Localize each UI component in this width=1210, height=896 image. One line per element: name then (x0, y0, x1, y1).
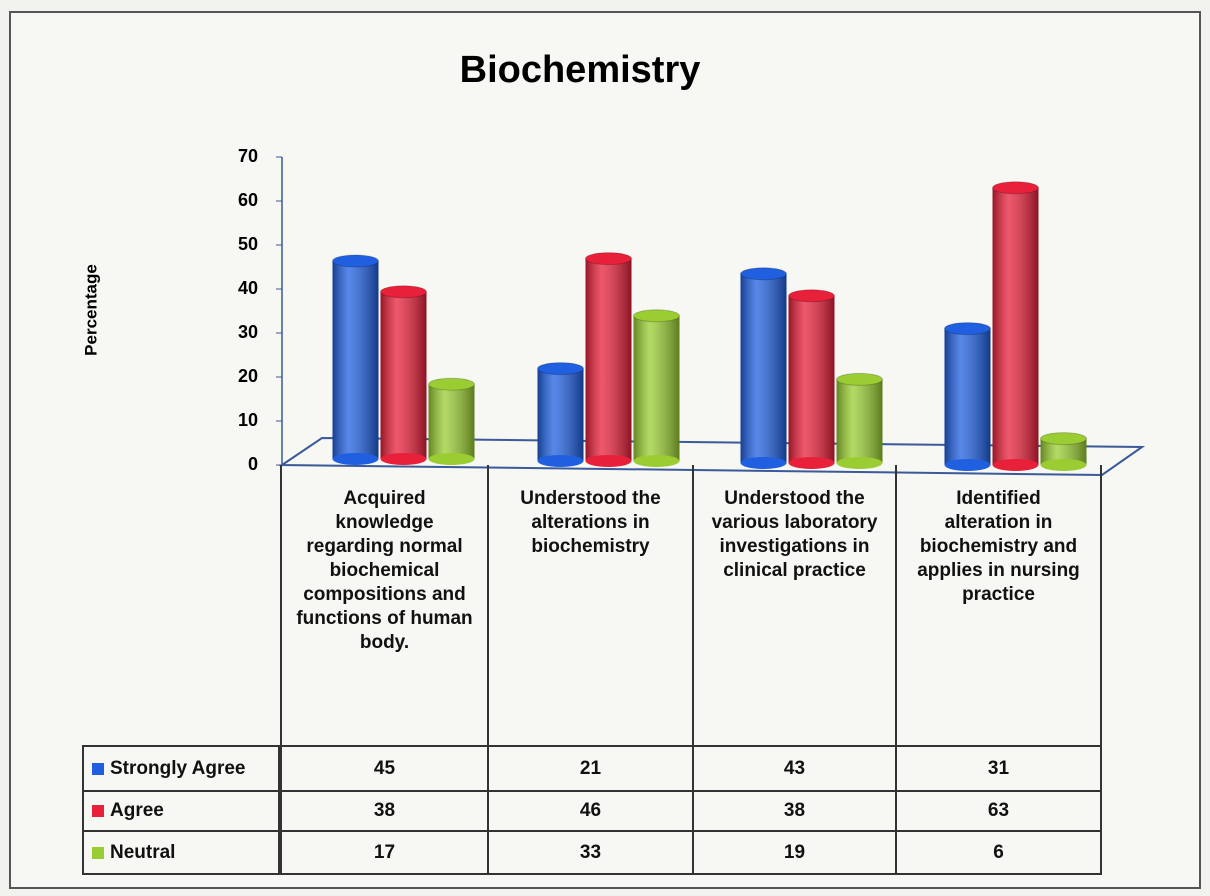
legend-item: Agree (82, 790, 280, 830)
category-label: Acquired knowledge regarding normal bioc… (280, 465, 487, 745)
bar-base (428, 453, 475, 465)
bar-shade (992, 187, 1039, 466)
table-value: 33 (487, 830, 692, 875)
bar-cap (585, 252, 632, 266)
category-label: Understood the alterations in biochemist… (487, 465, 692, 745)
y-tick-label: 40 (238, 278, 258, 298)
table-value: 46 (487, 790, 692, 830)
bar-base (740, 457, 787, 469)
table-value: 6 (895, 830, 1102, 875)
bar-base (332, 453, 379, 465)
table-value: 19 (692, 830, 895, 875)
y-tick-label: 50 (238, 234, 258, 254)
y-tick-label: 60 (238, 190, 258, 210)
bar-cap (537, 362, 584, 376)
y-tick-label: 20 (238, 366, 258, 386)
bar-base (633, 455, 680, 467)
bar-base (380, 453, 427, 465)
bar-shade (944, 328, 991, 465)
bar-cap (944, 322, 991, 336)
legend-label: Neutral (110, 841, 176, 863)
table-value: 17 (280, 830, 487, 875)
legend-label: Agree (110, 800, 164, 821)
bar-cap (633, 309, 680, 323)
y-axis-label: Percentage (81, 264, 100, 356)
y-tick-label: 70 (238, 146, 258, 166)
bar-shade (537, 368, 584, 461)
y-tick-label: 0 (248, 454, 258, 474)
bar-base (836, 457, 883, 469)
bar-base (944, 459, 991, 471)
bar-cap (788, 289, 835, 303)
bar-shade (585, 258, 632, 461)
table-value: 45 (280, 745, 487, 790)
bar-base (1040, 459, 1087, 471)
category-label: Understood the various laboratory invest… (692, 465, 895, 745)
category-label: Identified alteration in biochemistry an… (895, 465, 1102, 745)
bar-shade (332, 261, 379, 459)
bar-base (992, 459, 1039, 471)
bar-cap (332, 254, 379, 268)
bar-base (788, 457, 835, 469)
bar-shade (380, 291, 427, 459)
legend-label: Strongly Agree (110, 757, 246, 779)
y-tick-label: 30 (238, 322, 258, 342)
bar-shade (788, 295, 835, 463)
bar-cap (992, 181, 1039, 195)
bar-cap (1040, 432, 1087, 446)
legend-item: Neutral (82, 830, 280, 875)
table-value: 21 (487, 745, 692, 790)
bar-shade (633, 315, 680, 461)
chart-title: Biochemistry (460, 49, 701, 91)
legend-swatch (92, 762, 104, 775)
table-value: 63 (895, 790, 1102, 830)
table-value: 38 (692, 790, 895, 830)
bar-base (537, 455, 584, 467)
legend-item: Strongly Agree (82, 745, 280, 790)
table-value: 38 (280, 790, 487, 830)
bar-shade (740, 273, 787, 463)
bar-cap (740, 267, 787, 281)
legend-swatch (92, 805, 104, 817)
floor (278, 436, 1146, 477)
y-tick-label: 10 (238, 410, 258, 430)
bar-shade (836, 379, 883, 463)
bar-cap (836, 372, 883, 386)
table-value: 43 (692, 745, 895, 790)
bar-cap (428, 377, 475, 391)
legend-swatch (92, 846, 104, 859)
bar-shade (428, 384, 475, 459)
table-value: 31 (895, 745, 1102, 790)
bar-base (585, 455, 632, 467)
bar-cap (380, 285, 427, 299)
